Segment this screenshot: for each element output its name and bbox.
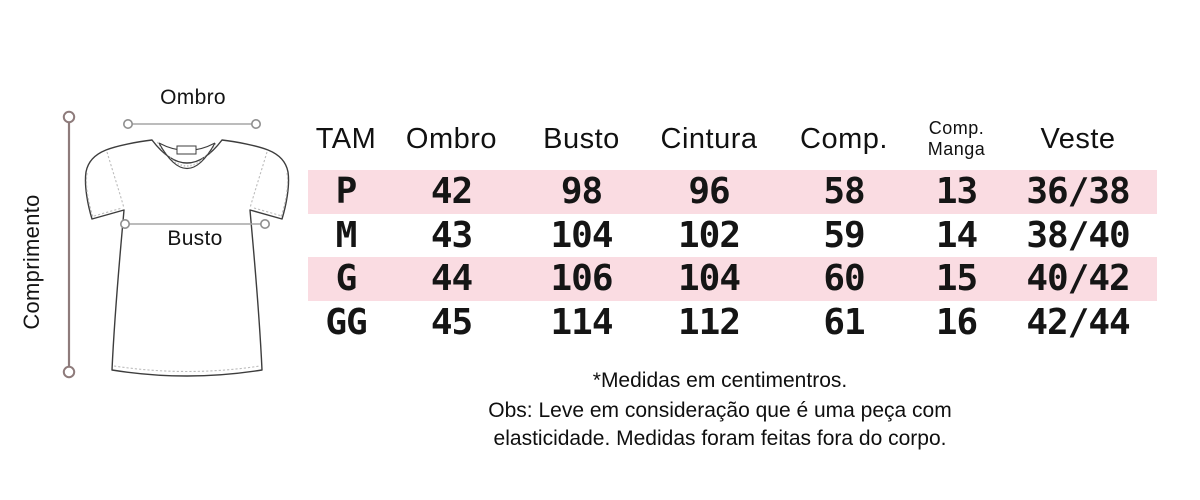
comp-value: 58 bbox=[823, 171, 865, 212]
ombro-diagram-label: Ombro bbox=[160, 86, 226, 109]
busto-measure-line bbox=[120, 219, 270, 230]
cintura-value: 96 bbox=[688, 171, 730, 212]
ombro-value: 43 bbox=[430, 214, 473, 256]
busto-value: 114 bbox=[550, 301, 613, 343]
header-cintura: Cintura bbox=[660, 123, 758, 155]
veste-value: 40/42 bbox=[1026, 258, 1130, 299]
obs-note-line2: elasticidade. Medidas foram feitas fora … bbox=[493, 426, 947, 450]
tshirt-illustration bbox=[84, 139, 290, 377]
header-ombro: Ombro bbox=[405, 123, 498, 155]
header-comp-manga-line1: Comp. bbox=[928, 118, 985, 138]
header-tam: TAM bbox=[315, 123, 377, 155]
cintura-value: 102 bbox=[677, 214, 741, 256]
table-row-m: M 43 104 102 59 14 38/40 bbox=[308, 214, 1157, 258]
ombro-value: 44 bbox=[430, 258, 473, 299]
neck-tag bbox=[176, 145, 197, 155]
manga-value: 16 bbox=[935, 301, 978, 343]
cintura-value: 112 bbox=[677, 301, 741, 343]
busto-value: 106 bbox=[550, 258, 613, 299]
ombro-value: 42 bbox=[430, 171, 473, 212]
veste-value: 42/44 bbox=[1026, 301, 1130, 343]
ombro-measure-line bbox=[123, 118, 262, 129]
collar-inner-edge bbox=[158, 142, 216, 170]
size-table: TAM Ombro Busto Cintura Comp. Comp. Mang… bbox=[308, 108, 1157, 344]
comprimento-diagram-label: Comprimento bbox=[19, 194, 44, 330]
ombro-value: 45 bbox=[430, 301, 473, 343]
units-note: *Medidas em centimentros. bbox=[592, 369, 848, 392]
manga-value: 13 bbox=[935, 171, 978, 212]
size-value: P bbox=[335, 171, 358, 212]
veste-value: 38/40 bbox=[1026, 214, 1130, 256]
header-comp: Comp. bbox=[800, 123, 888, 155]
comp-value: 59 bbox=[823, 214, 865, 256]
comp-value: 60 bbox=[823, 258, 865, 299]
table-row-g: G 44 106 104 60 15 40/42 bbox=[308, 257, 1157, 301]
cintura-value: 104 bbox=[677, 258, 741, 299]
header-comp-manga-line2: Manga bbox=[927, 139, 986, 159]
header-comp-manga: Comp. Manga bbox=[914, 118, 999, 160]
busto-diagram-label: Busto bbox=[167, 227, 223, 250]
busto-value: 98 bbox=[560, 171, 603, 212]
obs-note-line1: Obs: Leve em consideração que é uma peça… bbox=[488, 399, 952, 422]
tshirt-outline bbox=[84, 139, 290, 377]
header-busto: Busto bbox=[543, 123, 620, 155]
table-row-p: P 42 98 96 58 13 36/38 bbox=[308, 170, 1157, 214]
busto-value: 104 bbox=[550, 214, 613, 256]
table-header-row: TAM Ombro Busto Cintura Comp. Comp. Mang… bbox=[308, 108, 1157, 170]
seam-stitches bbox=[85, 151, 289, 373]
obs-note: Obs: Leve em consideração que é uma peça… bbox=[420, 397, 1020, 452]
comprimento-measure-line bbox=[62, 110, 76, 379]
size-value: M bbox=[335, 214, 358, 256]
manga-value: 14 bbox=[935, 214, 978, 256]
comp-value: 61 bbox=[823, 301, 865, 343]
veste-value: 36/38 bbox=[1026, 171, 1130, 212]
table-row-gg: GG 45 114 112 61 16 42/44 bbox=[308, 301, 1157, 345]
size-value: G bbox=[335, 258, 358, 299]
header-veste: Veste bbox=[1040, 123, 1116, 155]
tshirt-diagram bbox=[62, 110, 290, 379]
manga-value: 15 bbox=[935, 258, 978, 299]
size-value: GG bbox=[325, 301, 367, 343]
